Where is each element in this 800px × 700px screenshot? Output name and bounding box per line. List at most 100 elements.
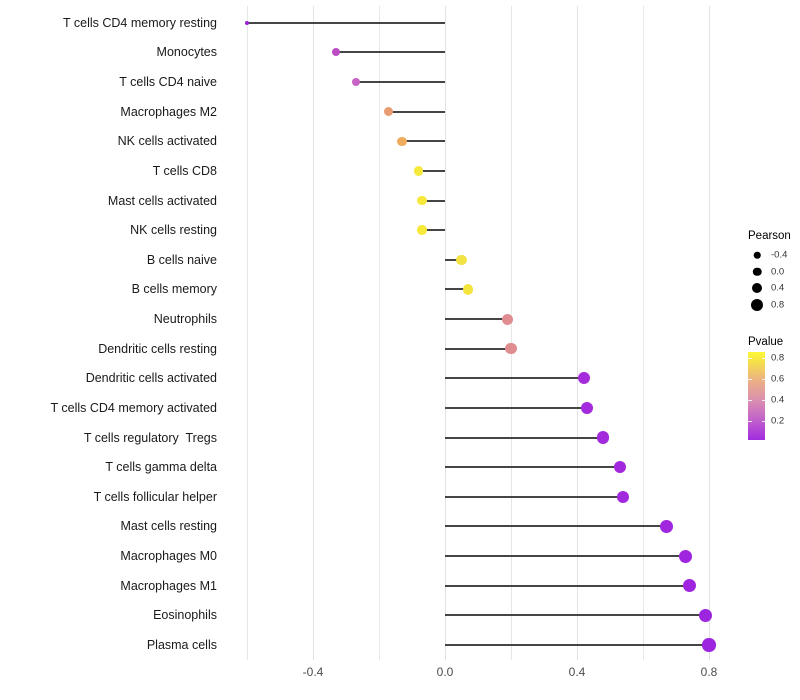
row-label: B cells naive	[146, 252, 217, 267]
v-gridline	[313, 6, 314, 660]
v-gridline	[511, 6, 512, 660]
row-label: T cells gamma delta	[105, 459, 217, 474]
lollipop-dot	[699, 608, 713, 622]
row-label: T cells CD4 memory resting	[63, 15, 217, 30]
lollipop-dot	[597, 431, 610, 444]
colorbar-tick-mark	[748, 420, 752, 422]
lollipop-stem	[445, 555, 686, 558]
row-label: Macrophages M0	[120, 548, 217, 563]
x-tick-label: 0.8	[700, 665, 718, 679]
colorbar-tick-label: 0.2	[771, 414, 785, 426]
row-label: Dendritic cells activated	[85, 371, 217, 386]
lollipop-stem	[336, 51, 445, 54]
colorbar-tick-mark	[761, 420, 765, 422]
x-tick-label: -0.4	[302, 665, 324, 679]
lollipop-dot	[456, 254, 467, 265]
legend-size-label: 0.8	[771, 298, 785, 310]
legend-size-dot	[753, 251, 761, 259]
row-label: Mast cells resting	[120, 519, 217, 534]
legend-size-dot	[752, 283, 762, 293]
lollipop-stem	[445, 495, 624, 498]
lollipop-dot	[577, 372, 590, 385]
x-tick-label: 0.0	[436, 665, 454, 679]
lollipop-stem	[445, 466, 620, 469]
v-gridline	[577, 6, 578, 660]
lollipop-dot	[502, 313, 514, 325]
row-label: T cells CD4 naive	[119, 74, 217, 89]
lollipop-stem	[445, 525, 667, 528]
row-label: Monocytes	[156, 45, 217, 60]
lollipop-dot	[397, 136, 407, 146]
lollipop-stem	[402, 140, 445, 143]
lollipop-stem	[445, 584, 690, 587]
legend-size-label: -0.4	[771, 249, 788, 261]
lollipop-stem	[445, 377, 584, 380]
colorbar-tick-mark	[761, 358, 765, 360]
lollipop-dot	[413, 166, 424, 176]
lollipop-stem	[421, 229, 445, 232]
colorbar-tick-mark	[761, 379, 765, 381]
colorbar-tick-mark	[761, 399, 765, 401]
lollipop-dot	[332, 48, 341, 57]
lollipop-stem	[355, 80, 445, 83]
row-label: T cells CD8	[152, 163, 217, 178]
lollipop-dot	[505, 343, 517, 355]
row-label: T cells follicular helper	[93, 489, 217, 504]
lollipop-dot	[659, 520, 673, 533]
v-gridline	[445, 6, 446, 660]
lollipop-dot	[702, 638, 716, 652]
lollipop-dot	[613, 461, 627, 474]
row-label: Neutrophils	[153, 311, 217, 326]
lollipop-stem	[445, 406, 587, 409]
row-label: NK cells resting	[130, 222, 217, 237]
lollipop-stem	[445, 614, 706, 617]
lollipop-dot	[580, 401, 593, 414]
row-label: T cells CD4 memory activated	[50, 400, 218, 415]
lollipop-dot	[462, 284, 474, 295]
row-label: Plasma cells	[146, 637, 217, 652]
lollipop-stem	[445, 644, 709, 646]
legend-size-dot	[751, 298, 763, 311]
lollipop-stem	[445, 347, 511, 350]
lollipop-stem	[247, 21, 445, 24]
v-gridline	[379, 6, 380, 660]
colorbar-tick-mark	[748, 358, 752, 360]
lollipop-dot	[679, 549, 693, 563]
v-gridline	[247, 6, 248, 660]
lollipop-stem	[445, 258, 462, 261]
lollipop-stem	[445, 318, 508, 321]
row-label: B cells memory	[131, 282, 217, 297]
lollipop-dot	[417, 195, 427, 206]
colorbar-tick-label: 0.6	[771, 373, 785, 385]
lollipop-dot	[417, 225, 427, 235]
colorbar-tick-label: 0.4	[771, 394, 785, 406]
row-label: Macrophages M1	[120, 578, 217, 593]
size-legend-title: Pearson	[748, 230, 791, 242]
v-gridline	[643, 6, 644, 660]
row-label: T cells regulatory Tregs	[83, 430, 217, 445]
row-label: Eosinophils	[153, 608, 217, 623]
pvalue-colorbar	[748, 352, 765, 440]
legend-size-label: 0.0	[771, 265, 785, 277]
colorbar-tick-label: 0.8	[771, 352, 785, 364]
legend-size-label: 0.4	[771, 282, 785, 294]
colorbar-tick-mark	[748, 379, 752, 381]
colorbar-tick-mark	[748, 399, 752, 401]
lollipop-stem	[388, 110, 445, 113]
row-label: NK cells activated	[117, 133, 217, 148]
legend-size-dot	[752, 267, 762, 276]
lollipop-dot	[682, 579, 696, 593]
lollipop-stem	[418, 169, 445, 172]
row-label: Macrophages M2	[120, 104, 217, 119]
color-legend-title: Pvalue	[748, 336, 784, 348]
lollipop-stem	[445, 436, 604, 439]
v-gridline	[709, 6, 710, 660]
lollipop-dot	[384, 107, 394, 117]
lollipop-dot	[245, 20, 249, 25]
lollipop-stem	[421, 199, 445, 202]
row-label: Dendritic cells resting	[98, 341, 217, 356]
lollipop-stem	[445, 288, 469, 291]
row-label: Mast cells activated	[107, 193, 217, 208]
x-tick-label: 0.4	[568, 665, 586, 679]
